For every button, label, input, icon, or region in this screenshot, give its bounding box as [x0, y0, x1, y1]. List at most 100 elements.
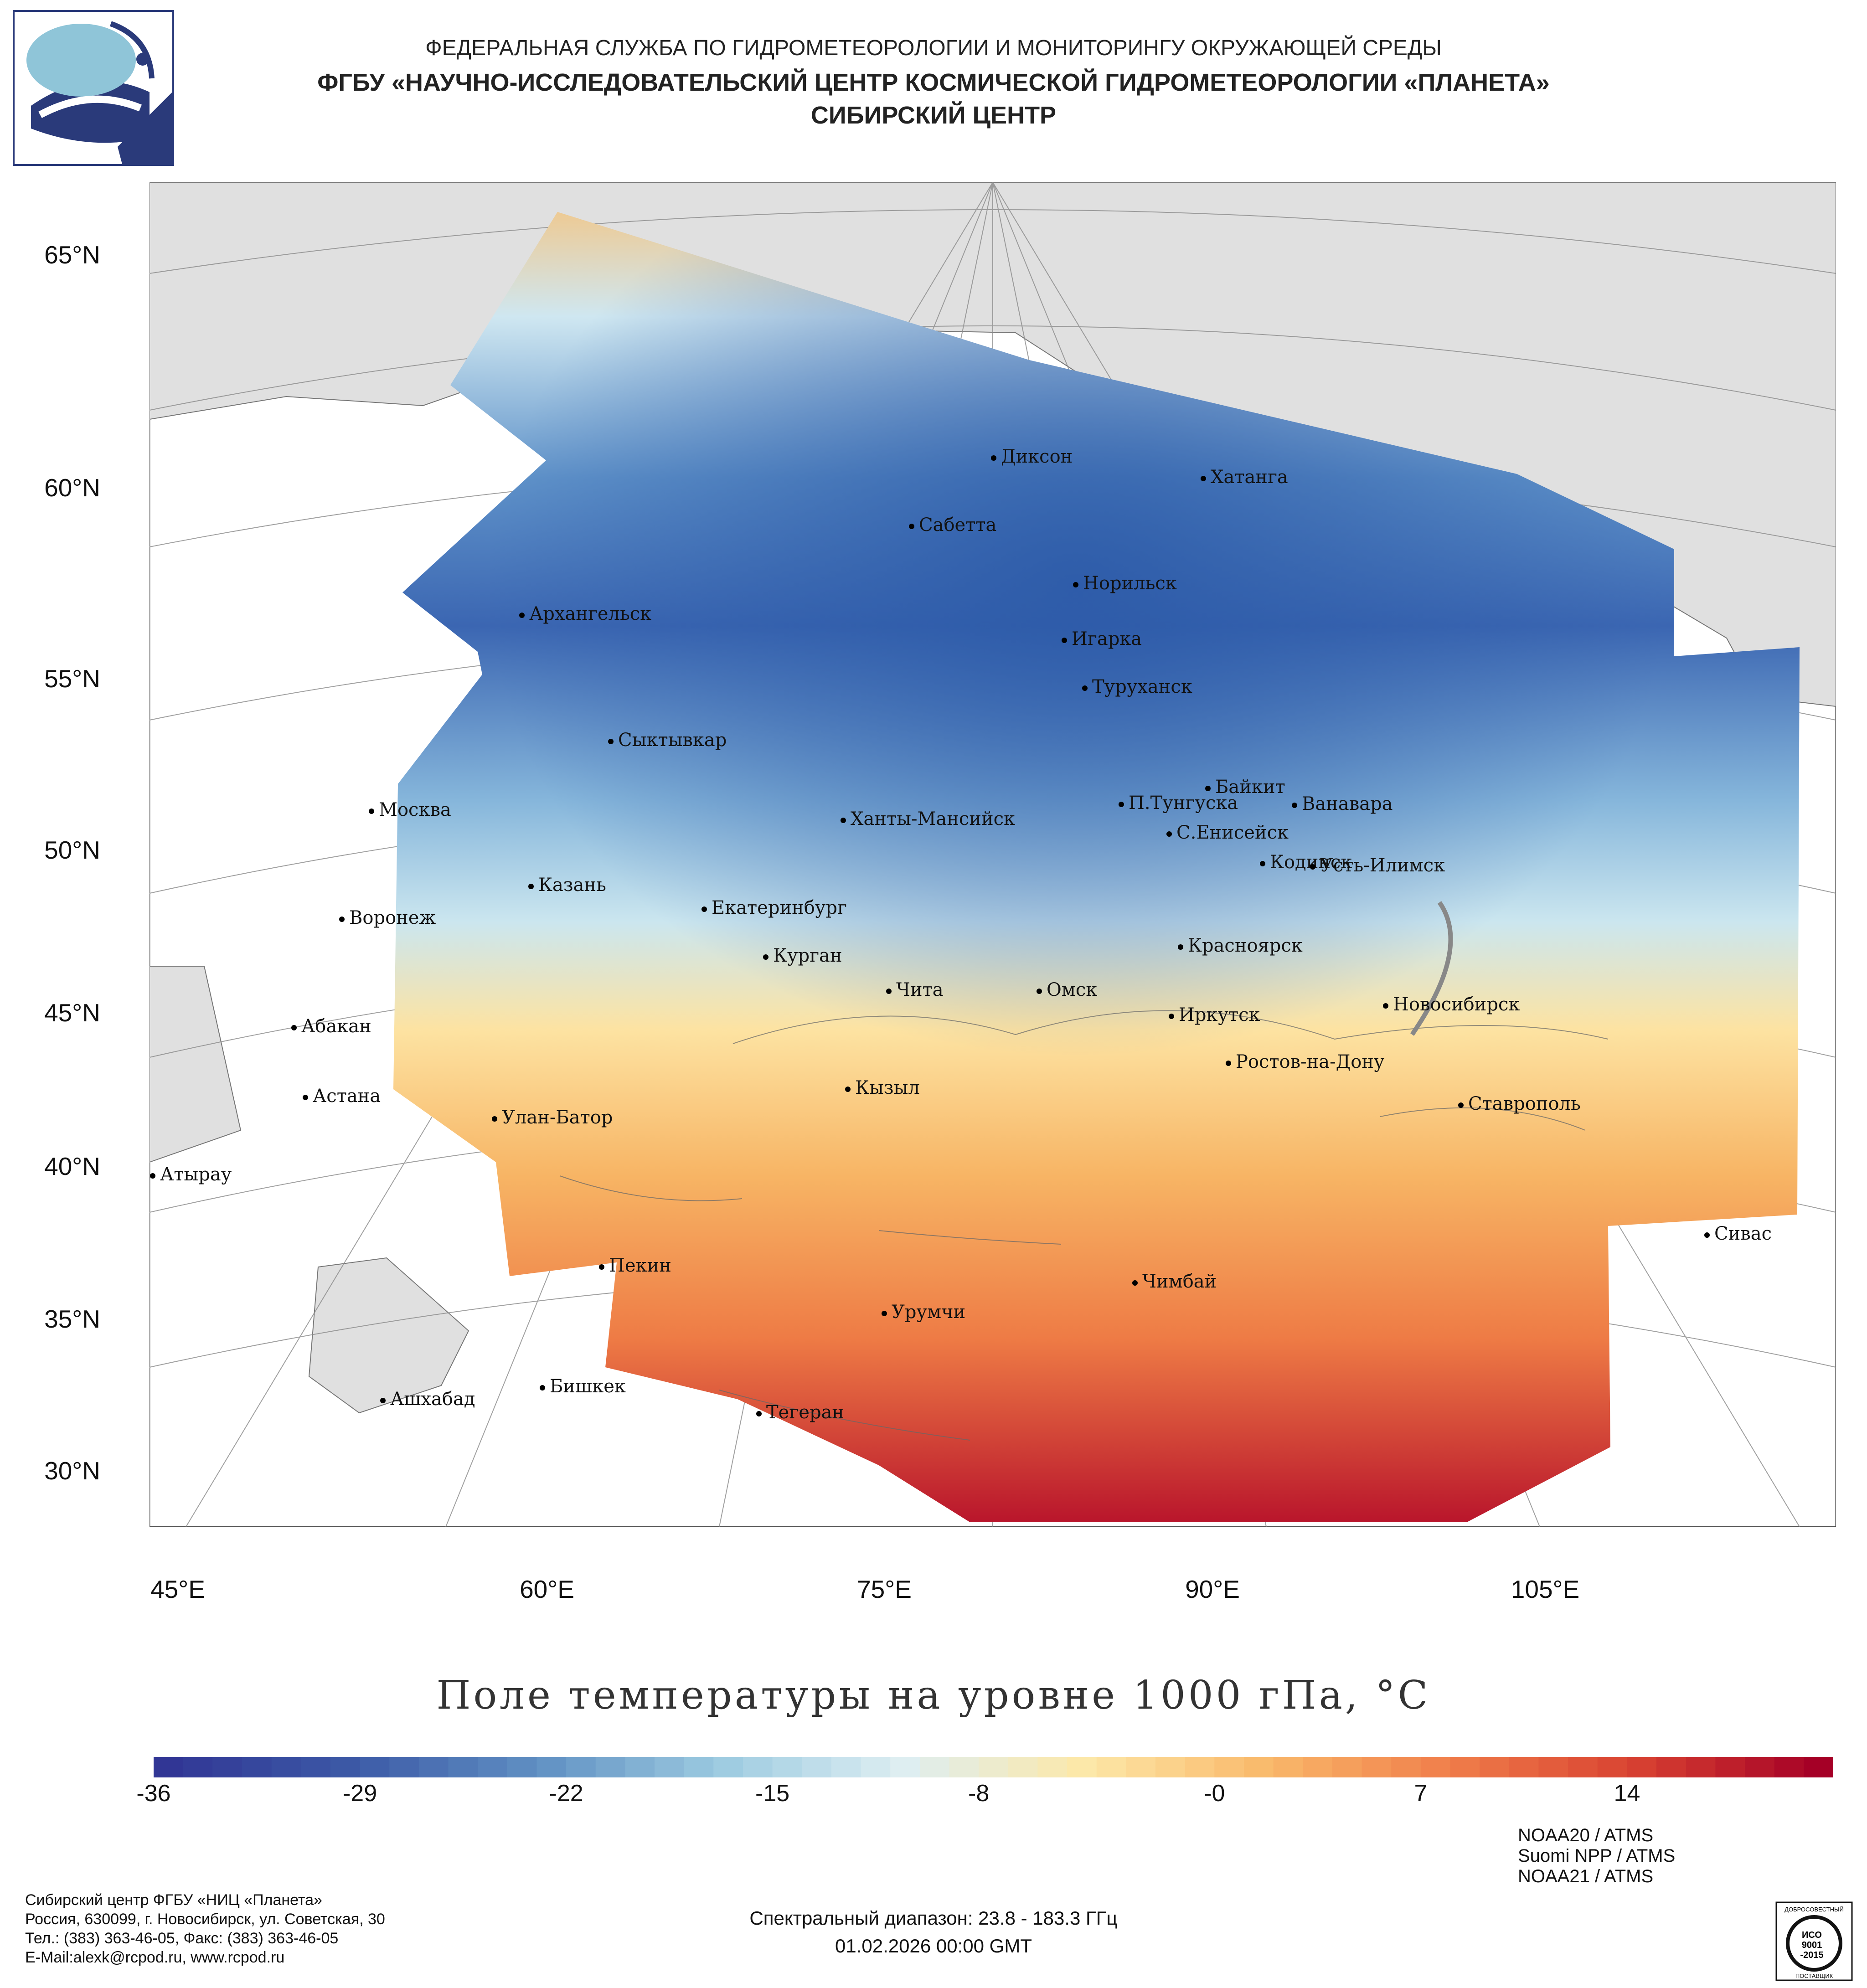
satellite-line: NOAA20 / ATMS — [1518, 1825, 1654, 1845]
color-bar-tick-label: -36 — [136, 1780, 171, 1807]
spectral-range: Спектральный диапазон: 23.8 - 183.3 ГГц — [749, 1907, 1118, 1929]
city-label: Ванавара — [1302, 793, 1393, 814]
color-bar-segment — [242, 1757, 272, 1777]
color-bar-segment — [1568, 1757, 1598, 1777]
color-bar-segment — [418, 1757, 449, 1777]
city-dot — [1292, 803, 1297, 808]
color-bar-segment — [861, 1757, 891, 1777]
color-bar-segment — [1126, 1757, 1156, 1777]
footer-address-line: E-Mail:alexk@rcpod.ru, www.rcpod.ru — [25, 1949, 285, 1966]
city-label: Сабетта — [919, 515, 997, 536]
color-bar-segment — [1686, 1757, 1716, 1777]
city-dot — [1201, 476, 1206, 481]
city-dot — [339, 917, 345, 922]
city-label: Ханты-Мансийск — [851, 809, 1016, 829]
city-dot — [1178, 944, 1183, 950]
color-bar-segment — [1214, 1757, 1245, 1777]
color-bar-segment — [743, 1757, 773, 1777]
city-dot — [1132, 1280, 1138, 1286]
city-label: Иркутск — [1179, 1004, 1260, 1025]
city-dot — [882, 1311, 887, 1316]
color-bar-segment — [831, 1757, 861, 1777]
color-bar-segment — [1774, 1757, 1805, 1777]
color-bar-segment — [154, 1757, 184, 1777]
city-dot — [492, 1116, 497, 1122]
color-bar-segment — [1745, 1757, 1775, 1777]
city-dot — [291, 1025, 297, 1030]
city-dot — [1166, 831, 1172, 837]
color-bar-tick-label: -29 — [342, 1780, 377, 1807]
color-bar-segment — [1715, 1757, 1746, 1777]
color-bar-segment — [1627, 1757, 1657, 1777]
city-label: Ашхабад — [390, 1389, 475, 1410]
lat-label-35: 35°N — [44, 1305, 100, 1333]
color-bar-segment — [1155, 1757, 1186, 1777]
city-label: Красноярск — [1188, 935, 1303, 956]
color-bar-segment — [890, 1757, 920, 1777]
color-bar-segment — [1656, 1757, 1686, 1777]
city-label: Тегеран — [766, 1402, 845, 1423]
lat-label-45: 45°N — [44, 999, 100, 1027]
city-label: Усть-Илимск — [1320, 855, 1445, 876]
color-bar-segment — [1509, 1757, 1539, 1777]
city-label: Казань — [538, 875, 606, 896]
color-bar-segment — [1096, 1757, 1127, 1777]
city-label: Урумчи — [892, 1302, 966, 1323]
city-label: Ставрополь — [1468, 1093, 1581, 1114]
city-label: Хатанга — [1211, 467, 1288, 488]
color-bar-tick-label: -8 — [968, 1780, 990, 1807]
color-bar-segment — [1008, 1757, 1038, 1777]
color-bar-segment — [1273, 1757, 1304, 1777]
city-label: Екатеринбург — [712, 897, 847, 918]
color-bar-segment — [389, 1757, 419, 1777]
lat-label-40: 40°N — [44, 1152, 100, 1180]
city-dot — [1704, 1232, 1710, 1238]
city-label: Игарка — [1072, 628, 1142, 649]
color-bar-segment — [301, 1757, 331, 1777]
city-dot — [756, 1411, 762, 1416]
city-dot — [150, 1173, 155, 1179]
city-label: Кызыл — [855, 1077, 920, 1098]
color-bar-segment — [1362, 1757, 1392, 1777]
footer-address-line: Тел.: (383) 363-46-05, Факс: (383) 363-4… — [25, 1930, 339, 1947]
color-bar-segment — [595, 1757, 626, 1777]
lon-label-105: 105°E — [1511, 1575, 1580, 1603]
iso-badge-bottom: ПОСТАВЩИК — [1795, 1973, 1833, 1979]
color-bar-segment — [919, 1757, 950, 1777]
city-dot — [519, 613, 525, 618]
iso-badge-line1: ИСО — [1802, 1930, 1822, 1940]
satellite-line: Suomi NPP / ATMS — [1518, 1846, 1676, 1866]
city-dot — [763, 954, 768, 960]
city-dot — [701, 906, 707, 912]
color-bar-segment — [1185, 1757, 1215, 1777]
color-bar — [154, 1757, 1833, 1777]
city-dot — [303, 1095, 308, 1100]
color-bar-segment — [330, 1757, 361, 1777]
city-label: Воронеж — [349, 907, 436, 928]
lon-label-45: 45°E — [150, 1575, 205, 1603]
city-dot — [909, 524, 914, 529]
color-bar-segment — [566, 1757, 596, 1777]
color-bar-segment — [1244, 1757, 1274, 1777]
city-dot — [1082, 685, 1088, 691]
color-bar-segment — [1804, 1757, 1833, 1777]
city-label: Атырау — [160, 1164, 232, 1185]
lat-label-65: 65°N — [44, 241, 100, 269]
city-dot — [540, 1385, 545, 1391]
color-bar-tick-label: -22 — [549, 1780, 583, 1807]
satellite-line: NOAA21 / ATMS — [1518, 1866, 1654, 1886]
city-dot — [1205, 786, 1211, 791]
color-bar-segment — [949, 1757, 980, 1777]
color-bar-segment — [1450, 1757, 1480, 1777]
city-dot — [1226, 1061, 1231, 1066]
city-dot — [1169, 1014, 1174, 1019]
color-bar-segment — [536, 1757, 567, 1777]
lat-label-50: 50°N — [44, 836, 100, 864]
city-dot — [608, 739, 614, 744]
city-label: Астана — [313, 1086, 381, 1107]
city-label: Омск — [1047, 979, 1098, 1000]
iso-badge-line3: -2015 — [1800, 1950, 1823, 1960]
city-label: Норильск — [1083, 573, 1177, 594]
city-label: Чита — [896, 979, 944, 1000]
lon-label-60: 60°E — [520, 1575, 574, 1603]
